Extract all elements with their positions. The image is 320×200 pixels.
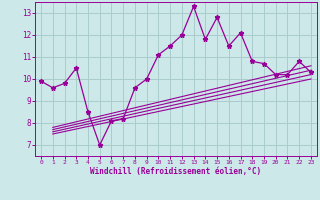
X-axis label: Windchill (Refroidissement éolien,°C): Windchill (Refroidissement éolien,°C) [91, 167, 261, 176]
